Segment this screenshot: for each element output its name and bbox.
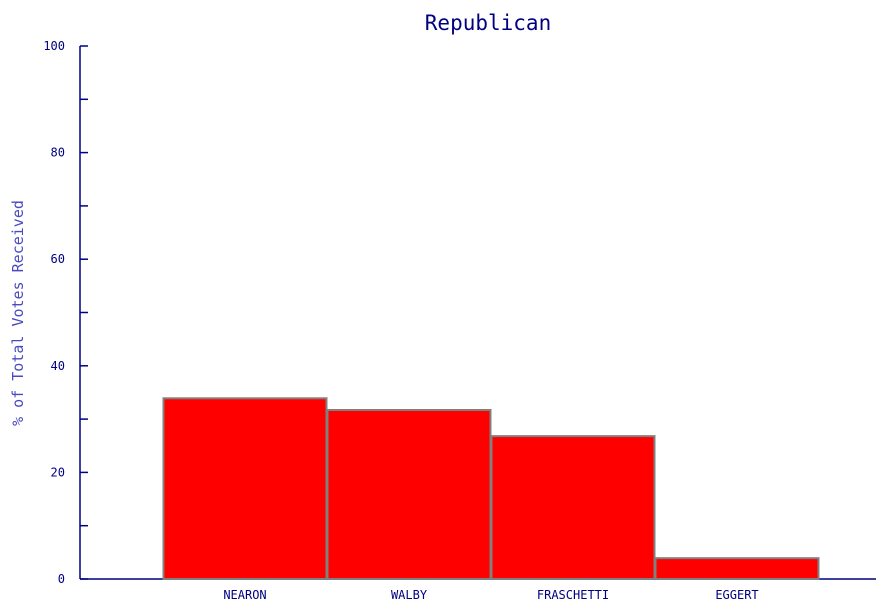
y-tick-label: 100: [43, 39, 65, 53]
chart-title: Republican: [425, 11, 551, 35]
x-tick-label: EGGERT: [715, 588, 758, 602]
y-tick-label: 80: [51, 146, 65, 160]
y-axis-label: % of Total Votes Received: [9, 200, 27, 426]
bar-walby: [326, 409, 492, 581]
x-tick-label: NEARON: [223, 588, 266, 602]
x-tick-label: WALBY: [391, 588, 428, 602]
bars: [162, 397, 820, 581]
bar-fraschetti: [490, 435, 656, 580]
x-tick-label: FRASCHETTI: [537, 588, 609, 602]
bar-nearon: [162, 397, 328, 580]
y-tick-label: 0: [58, 572, 65, 586]
bar-eggert: [654, 557, 820, 580]
y-tick-label: 60: [51, 252, 65, 266]
y-tick-label: 20: [51, 465, 65, 479]
y-tick-label: 40: [51, 359, 65, 373]
tick-labels: NEARON WALBY FRASCHETTI EGGERT 0 20 40 60 80 100: [43, 39, 758, 602]
